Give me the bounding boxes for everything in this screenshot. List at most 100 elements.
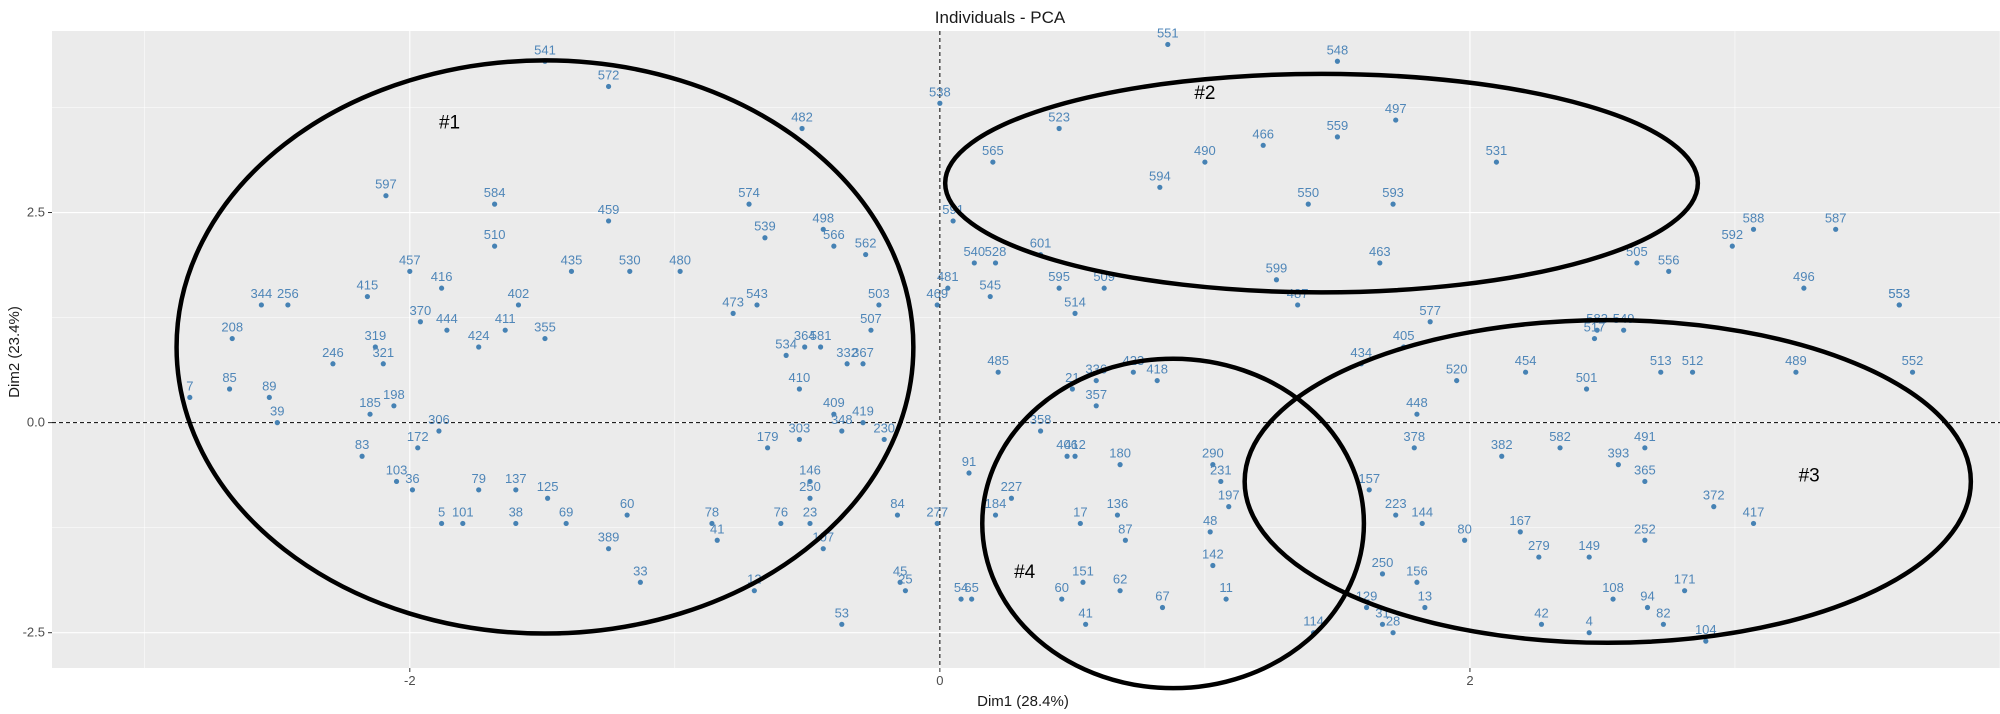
point-label: 393 [1607, 446, 1629, 461]
data-point [391, 403, 397, 409]
data-point [839, 621, 845, 627]
data-point [807, 478, 813, 485]
data-point [1064, 453, 1070, 459]
point-label: 198 [383, 387, 405, 402]
point-label: 412 [1064, 437, 1086, 452]
data-point [407, 268, 413, 274]
x-tick-label: -2 [404, 673, 416, 688]
point-label: 48 [1203, 513, 1217, 528]
data-point [677, 268, 683, 274]
point-label: 11 [1219, 580, 1233, 595]
data-point [436, 428, 442, 434]
data-point [415, 445, 421, 451]
data-point [1363, 604, 1370, 611]
data-point [796, 386, 802, 392]
point-label: 303 [789, 420, 811, 435]
point-label: 82 [1656, 605, 1670, 620]
data-point [709, 520, 715, 527]
data-point [1334, 58, 1341, 64]
point-label: 594 [1149, 168, 1171, 183]
point-label: 503 [868, 286, 890, 301]
point-label: 545 [979, 278, 1001, 293]
point-label: 517 [1584, 320, 1606, 335]
point-label: 531 [1486, 143, 1508, 158]
point-label: 551 [1157, 25, 1179, 40]
data-point [563, 520, 569, 527]
data-point [863, 251, 869, 258]
point-label: 41 [1078, 605, 1092, 620]
point-label: 137 [505, 471, 527, 486]
data-point [897, 579, 903, 585]
point-label: 562 [855, 236, 877, 251]
data-point [807, 520, 813, 527]
point-label: 277 [926, 504, 948, 519]
data-point [1295, 302, 1301, 308]
data-point [1586, 630, 1592, 636]
cluster-label: #2 [1194, 83, 1215, 104]
data-point [1226, 504, 1232, 510]
cluster-label: #3 [1799, 465, 1820, 486]
point-label: 601 [1030, 236, 1052, 251]
point-label: 593 [1382, 185, 1404, 200]
point-label: 510 [484, 227, 506, 242]
point-label: 89 [262, 378, 276, 393]
point-label: 556 [1658, 252, 1680, 267]
point-label: 230 [873, 420, 895, 435]
data-point [417, 319, 423, 325]
data-point [1750, 520, 1757, 527]
point-label: 409 [823, 395, 845, 410]
point-label: 565 [982, 143, 1004, 158]
point-label: 321 [372, 345, 394, 360]
data-point [274, 420, 280, 426]
point-label: 4 [1586, 614, 1593, 629]
data-point [1377, 260, 1383, 266]
point-label: 372 [1703, 488, 1725, 503]
point-label: 530 [619, 252, 641, 267]
data-point [1642, 537, 1648, 543]
point-label: 405 [1393, 328, 1415, 343]
data-point [987, 293, 993, 300]
point-label: 80 [1457, 521, 1471, 536]
point-label: 539 [754, 219, 776, 234]
point-label: 481 [937, 269, 959, 284]
data-point [1334, 134, 1341, 140]
point-label: 548 [1327, 42, 1349, 57]
point-label: 480 [669, 252, 691, 267]
y-tick-label: -2.5 [23, 625, 45, 640]
data-point [513, 487, 519, 493]
cluster-ellipses [174, 58, 1974, 691]
point-label: 151 [1072, 563, 1094, 578]
cluster-ellipse [942, 71, 1701, 295]
data-point [1666, 268, 1672, 274]
point-label: 76 [774, 504, 788, 519]
point-label: 582 [1549, 429, 1571, 444]
point-label: 85 [222, 370, 236, 385]
point-label: 306 [428, 412, 450, 427]
data-point [229, 335, 235, 342]
point-label: 512 [1682, 353, 1704, 368]
data-point [285, 302, 291, 308]
point-label: 94 [1640, 588, 1654, 603]
data-point [1610, 596, 1616, 602]
point-label: 53 [835, 605, 849, 620]
x-tick-label: 0 [936, 673, 943, 688]
data-point [605, 83, 612, 90]
point-label: 108 [1602, 580, 1624, 595]
data-point [605, 546, 612, 552]
data-point [751, 588, 757, 594]
point-label: 496 [1793, 269, 1815, 284]
point-label: 39 [270, 404, 284, 419]
data-point [1122, 537, 1128, 543]
data-point [1793, 369, 1799, 375]
point-label: 370 [410, 303, 432, 318]
point-label: 149 [1578, 538, 1600, 553]
data-point [1557, 445, 1563, 451]
point-label: 172 [407, 429, 429, 444]
data-point [1390, 201, 1396, 207]
data-point [783, 352, 789, 358]
point-label: 114 [1303, 614, 1324, 629]
point-label: 497 [1385, 101, 1407, 116]
point-label: 574 [738, 185, 760, 200]
point-label: 142 [1202, 546, 1224, 561]
data-point [839, 428, 845, 434]
